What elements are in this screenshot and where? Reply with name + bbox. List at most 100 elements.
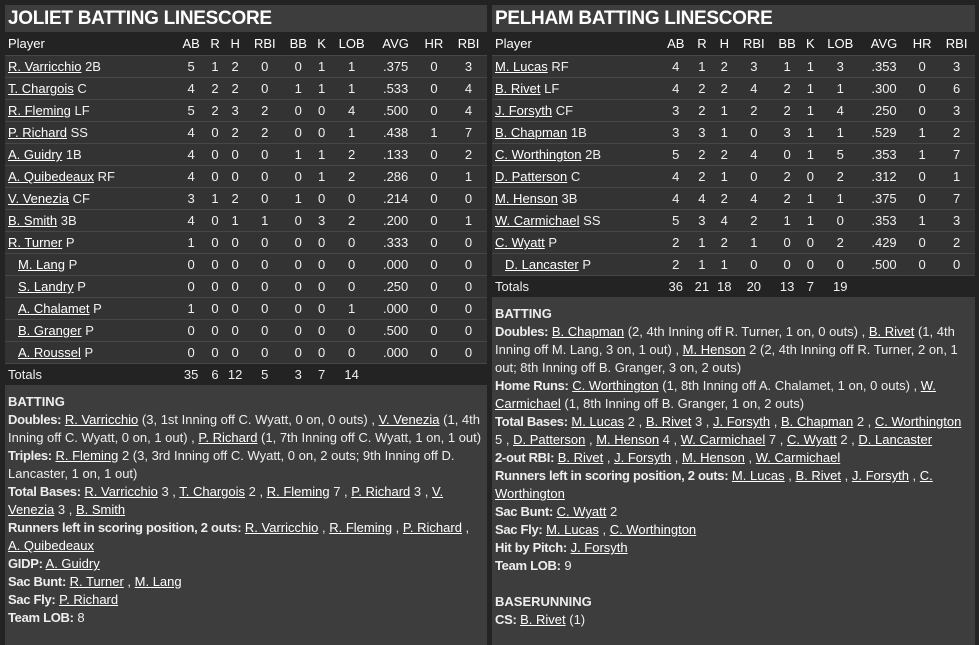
column-header: H	[713, 32, 736, 56]
stat-cell: 0	[450, 253, 487, 276]
player-link[interactable]: R. Fleming	[266, 484, 330, 499]
player-link[interactable]: B. Rivet	[645, 414, 692, 429]
note-label: Runners left in scoring position, 2 outs…	[495, 468, 729, 483]
stat-cell: 0	[329, 319, 374, 342]
note-line: Sac Fly: P. Richard	[8, 591, 484, 609]
player-link[interactable]: D. Lancaster	[858, 432, 933, 447]
player-link[interactable]: R. Fleming	[329, 520, 393, 535]
player-link[interactable]: C. Worthington	[495, 468, 933, 501]
stat-cell: .529	[861, 121, 907, 144]
stat-cell: 0	[223, 319, 247, 342]
player-link[interactable]: R. Varricchio	[244, 520, 319, 535]
player-link[interactable]: B. Smith	[75, 502, 126, 517]
stat-cell: 0	[246, 187, 284, 210]
player-link[interactable]: M. Henson	[682, 450, 745, 465]
player-cell: J. Forsyth CF	[492, 99, 661, 122]
player-link[interactable]: B. Rivet	[557, 450, 604, 465]
stat-cell: 0	[450, 319, 487, 342]
player-link[interactable]: C. Worthington	[609, 522, 697, 537]
stat-cell: 1	[417, 121, 451, 144]
player-link[interactable]: B. Rivet	[868, 324, 915, 339]
player-link[interactable]: C. Worthington	[495, 147, 582, 162]
player-link[interactable]: B. Granger	[18, 323, 82, 338]
player-link[interactable]: B. Chapman	[780, 414, 854, 429]
stat-cell: 0	[906, 187, 939, 210]
player-link[interactable]: A. Guidry	[45, 556, 100, 571]
player-link[interactable]: R. Fleming	[55, 448, 119, 463]
player-link[interactable]: P. Richard	[351, 484, 411, 499]
player-link[interactable]: C. Worthington	[874, 414, 962, 429]
player-link[interactable]: R. Varricchio	[84, 484, 158, 499]
stat-cell: 4	[735, 187, 773, 210]
player-link[interactable]: A. Chalamet	[18, 301, 90, 316]
player-link[interactable]: T. Chargois	[8, 81, 74, 96]
player-link[interactable]: B. Smith	[8, 213, 58, 228]
player-link[interactable]: M. Henson	[495, 191, 558, 206]
stat-cell: 5	[176, 99, 207, 122]
stat-cell: 0	[283, 297, 314, 320]
player-link[interactable]: M. Lucas	[731, 468, 785, 483]
stat-cell: 2	[206, 99, 224, 122]
stat-cell: 0	[246, 77, 284, 100]
player-link[interactable]: P. Richard	[402, 520, 462, 535]
player-link[interactable]: P. Richard	[8, 125, 68, 140]
player-cell: B. Chapman 1B	[492, 121, 661, 144]
player-position: C	[570, 169, 581, 184]
player-link[interactable]: J. Forsyth	[570, 540, 628, 555]
player-link[interactable]: M. Lucas	[546, 522, 599, 537]
player-link[interactable]: D. Patterson	[513, 432, 586, 447]
player-link[interactable]: B. Rivet	[795, 468, 842, 483]
player-link[interactable]: A. Roussel	[18, 345, 81, 360]
player-link[interactable]: M. Henson	[596, 432, 660, 447]
note-line: Runners left in scoring position, 2 outs…	[8, 519, 484, 555]
player-link[interactable]: S. Landry	[18, 279, 74, 294]
player-link[interactable]: V. Venezia	[8, 484, 444, 517]
player-link[interactable]: B. Rivet	[495, 81, 541, 96]
player-link[interactable]: M. Henson	[682, 342, 746, 357]
player-link[interactable]: B. Rivet	[520, 612, 566, 627]
player-position: P	[84, 345, 94, 360]
player-link[interactable]: J. Forsyth	[495, 103, 553, 118]
player-link[interactable]: P. Richard	[198, 430, 258, 445]
player-link[interactable]: J. Forsyth	[713, 414, 771, 429]
player-link[interactable]: M. Lucas	[495, 59, 548, 74]
player-link[interactable]: W. Carmichael	[495, 378, 936, 411]
total-cell: 13	[772, 275, 803, 297]
stat-cell: 0	[906, 55, 939, 78]
player-link[interactable]: A. Quibedeaux	[8, 169, 95, 184]
player-link[interactable]: M. Lang	[134, 574, 182, 589]
player-link[interactable]: C. Wyatt	[556, 504, 607, 519]
player-link[interactable]: R. Fleming	[8, 103, 71, 118]
player-link[interactable]: B. Chapman	[551, 324, 625, 339]
stat-cell: 3	[938, 55, 975, 78]
player-link[interactable]: V. Venezia	[8, 191, 69, 206]
player-link[interactable]: W. Carmichael	[755, 450, 841, 465]
player-link[interactable]: D. Patterson	[495, 169, 568, 184]
player-position: 1B	[570, 125, 587, 140]
player-link[interactable]: R. Varricchio	[64, 412, 139, 427]
player-link[interactable]: J. Forsyth	[851, 468, 909, 483]
player-link[interactable]: R. Turner	[69, 574, 124, 589]
player-link[interactable]: A. Quibedeaux	[8, 538, 95, 553]
player-link[interactable]: M. Lang	[18, 257, 65, 272]
player-link[interactable]: C. Wyatt	[786, 432, 837, 447]
player-link[interactable]: B. Chapman	[495, 125, 568, 140]
player-position: P	[85, 323, 94, 338]
player-link[interactable]: W. Carmichael	[680, 432, 766, 447]
player-link[interactable]: D. Lancaster	[505, 257, 579, 272]
player-link[interactable]: J. Forsyth	[614, 450, 672, 465]
player-link[interactable]: W. Carmichael	[495, 213, 580, 228]
stat-cell: 3	[223, 99, 247, 122]
player-link[interactable]: P. Richard	[59, 592, 119, 607]
player-link[interactable]: M. Lucas	[571, 414, 625, 429]
player-link[interactable]: A. Guidry	[8, 147, 63, 162]
player-link[interactable]: R. Varricchio	[8, 59, 82, 74]
player-link[interactable]: R. Turner	[8, 235, 63, 250]
stat-cell: 0	[329, 231, 374, 254]
player-position: CF	[72, 191, 90, 206]
player-link[interactable]: C. Wyatt	[495, 235, 545, 250]
player-link[interactable]: V. Venezia	[378, 412, 440, 427]
player-link[interactable]: T. Chargois	[179, 484, 246, 499]
player-link[interactable]: C. Worthington	[572, 378, 659, 393]
stat-cell: 0	[735, 253, 773, 276]
